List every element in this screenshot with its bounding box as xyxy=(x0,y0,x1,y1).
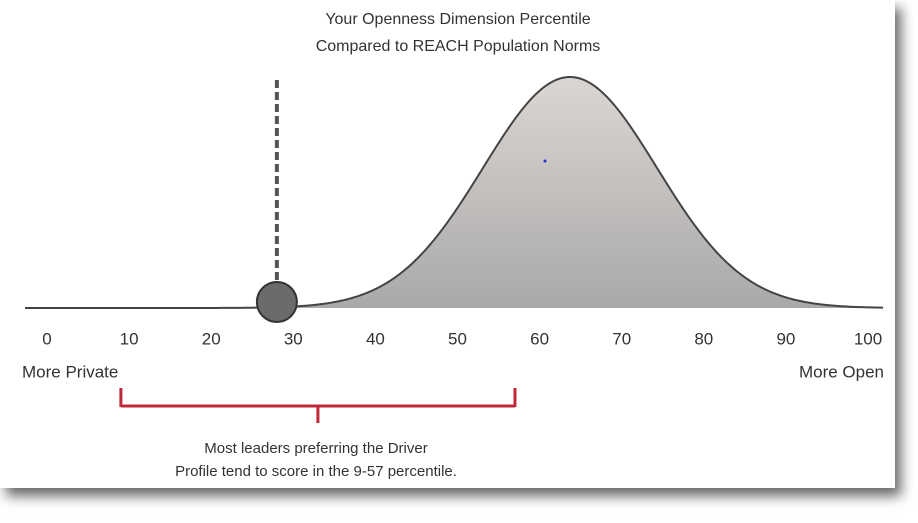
left-label: More Private xyxy=(22,362,118,381)
x-tick-label: 20 xyxy=(202,329,221,348)
x-tick-label: 100 xyxy=(854,329,882,348)
title-line: Compared to REACH Population Norms xyxy=(316,38,601,55)
x-tick-label: 90 xyxy=(776,329,795,348)
caption-line: Profile tend to score in the 9-57 percen… xyxy=(175,463,457,480)
curve-fill xyxy=(276,77,885,308)
x-tick-label: 70 xyxy=(612,329,631,348)
x-tick-label: 80 xyxy=(694,329,713,348)
x-tick-label: 40 xyxy=(366,329,385,348)
x-tick-label: 10 xyxy=(120,329,139,348)
dot xyxy=(543,159,547,163)
x-tick-label: 50 xyxy=(448,329,467,348)
distribution-curve xyxy=(25,76,884,309)
right-label: More Open xyxy=(799,362,884,381)
x-tick-label: 0 xyxy=(42,329,51,348)
x-tick-label: 30 xyxy=(284,329,303,348)
title-line: Your Openness Dimension Percentile xyxy=(325,11,590,28)
x-tick-label: 60 xyxy=(530,329,549,348)
caption-line: Most leaders preferring the Driver xyxy=(204,440,427,457)
marker xyxy=(255,281,298,323)
